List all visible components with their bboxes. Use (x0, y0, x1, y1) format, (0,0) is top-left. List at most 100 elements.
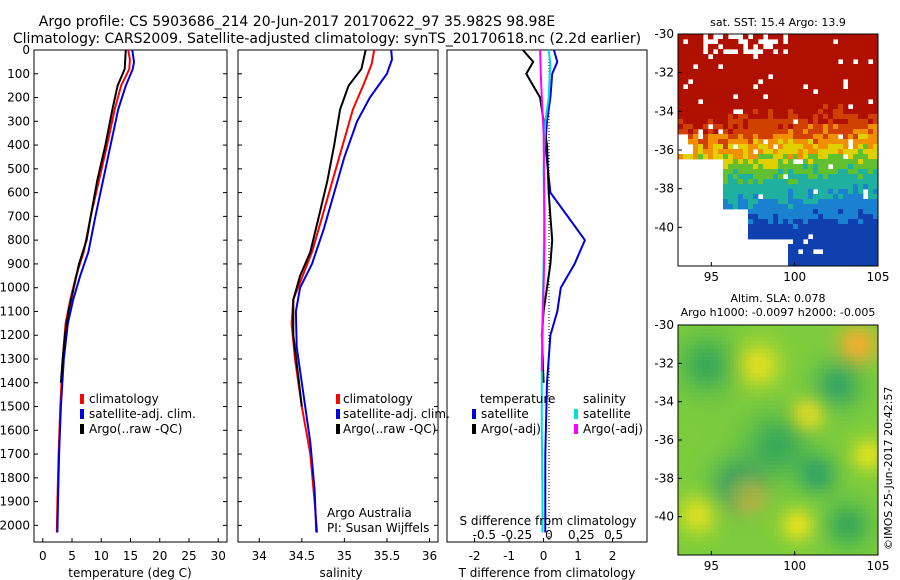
x-tick-label: 15 (123, 549, 138, 563)
series-line-climatology (55, 49, 131, 533)
legend-label: Argo(-adj) (481, 422, 541, 436)
legend-swatch-satellite (80, 409, 84, 419)
map-y-tick-label: -34 (654, 104, 674, 118)
y-tick-label: 500 (7, 162, 30, 176)
x-tick-label: 34.5 (288, 549, 315, 563)
s-tick-label: 0.25 (568, 528, 595, 542)
series-line-argo-raw-qc- (59, 49, 127, 383)
y-tick-label: 2000 (0, 518, 30, 532)
legend-swatch-t-satellite (472, 409, 476, 419)
legend-swatch-argo (80, 424, 84, 434)
x-tick-label: 0 (39, 549, 47, 563)
sst-map-panel: sat. SST: 15.4 Argo: 13.9 95 100 105 -30 -32… (654, 16, 889, 284)
s-tick-label: 0.5 (604, 528, 623, 542)
map-y-tick-label: -34 (654, 395, 674, 409)
legend-swatch-climatology (80, 394, 84, 404)
temperature-panel: 0100200300400500600700800900100011001200… (0, 43, 228, 580)
sla-map-subtitle: Argo h1000: -0.0097 h2000: -0.005 (681, 306, 876, 319)
x-tick-label: 36 (422, 549, 437, 563)
y-tick-label: 1100 (0, 304, 30, 318)
series-line-t-argo-adj- (522, 49, 554, 383)
legend-label: Argo(..raw -QC) (343, 422, 436, 436)
map-y-tick-label: -38 (654, 471, 674, 485)
x-tick-label: 10 (94, 549, 109, 563)
sst-map-title: sat. SST: 15.4 Argo: 13.9 (710, 16, 846, 29)
x-tick-label: 1 (574, 549, 582, 563)
map-x-tick-label: 100 (783, 270, 806, 284)
map-y-tick-label: -40 (654, 510, 674, 524)
x-tick-label: 34 (252, 549, 267, 563)
salinity-xlabel: salinity (319, 566, 362, 580)
y-tick-label: 1700 (0, 447, 30, 461)
s-difference-label: S difference from climatology (460, 514, 637, 528)
legend-label: satellite-adj. clim. (89, 407, 196, 421)
series-line-satellite-adj-clim- (56, 49, 136, 533)
legend-swatch-argo (336, 424, 340, 434)
x-tick-label: -2 (469, 549, 481, 563)
map-x-tick-label: 100 (783, 559, 806, 573)
legend-title-temperature: temperature (480, 392, 555, 406)
x-tick-label: 2 (609, 549, 617, 563)
salinity-legend: climatology satellite-adj. clim. Argo(..… (336, 392, 450, 436)
series-line-argo-raw-qc- (292, 49, 367, 407)
legend-label: satellite (583, 407, 631, 421)
salinity-panel: 34 34.5 35 35.5 36 salinity climatology sate… (237, 49, 450, 580)
legend-swatch-s-argo (574, 424, 578, 434)
s-tick-label: 0 (545, 528, 553, 542)
sla-map-title: Altim. SLA: 0.078 (730, 292, 825, 305)
map-x-tick-label: 95 (704, 270, 719, 284)
map-y-tick-label: -30 (654, 318, 674, 332)
credit-org: Argo Australia (327, 506, 412, 520)
legend-title-salinity: salinity (583, 392, 626, 406)
title-line-2: Climatology: CARS2009. Satellite-adjuste… (13, 31, 641, 47)
legend-swatch-satellite (336, 409, 340, 419)
y-tick-label: 0 (22, 43, 30, 57)
x-tick-label: 25 (181, 549, 196, 563)
title-line-1: Argo profile: CS 5903686_214 20-Jun-2017… (39, 14, 555, 30)
y-tick-label: 800 (7, 233, 30, 247)
y-tick-label: 1800 (0, 471, 30, 485)
map-y-tick-label: -32 (654, 356, 674, 370)
map-y-tick-label: -36 (654, 433, 674, 447)
y-tick-label: 1600 (0, 423, 30, 437)
series-line-climatology (290, 49, 376, 533)
y-tick-label: 1400 (0, 376, 30, 390)
y-tick-label: 1500 (0, 400, 30, 414)
difference-legend: temperature salinity satellite Argo(-adj… (472, 392, 643, 436)
legend-label: satellite-adj. clim. (343, 407, 450, 421)
y-tick-label: 1000 (0, 281, 30, 295)
x-tick-label: 30 (211, 549, 226, 563)
y-tick-label: 1200 (0, 328, 30, 342)
y-tick-label: 100 (7, 67, 30, 81)
y-tick-label: 700 (7, 209, 30, 223)
legend-label: climatology (343, 392, 413, 406)
s-tick-label: -0.5 (473, 528, 496, 542)
y-tick-label: 300 (7, 114, 30, 128)
x-tick-label: 20 (152, 549, 167, 563)
sla-map-panel: Altim. SLA: 0.078 Argo h1000: -0.0097 h2… (654, 292, 889, 573)
difference-panel: -2 -1 0 1 2 -0.5 -0.25 0 0.25 0.5 S difference f… (446, 49, 648, 580)
map-y-tick-label: -32 (654, 66, 674, 80)
map-x-tick-label: 95 (704, 559, 719, 573)
y-tick-label: 200 (7, 91, 30, 105)
x-tick-label: 5 (68, 549, 76, 563)
series-line-t-satellite (544, 49, 587, 533)
credit-pi: PI: Susan Wijffels (327, 521, 429, 535)
legend-label: climatology (89, 392, 159, 406)
series-line-satellite-adj-clim- (294, 49, 394, 533)
y-tick-label: 900 (7, 257, 30, 271)
y-tick-label: 400 (7, 138, 30, 152)
x-tick-label: 35 (337, 549, 352, 563)
map-y-tick-label: -36 (654, 143, 674, 157)
map-y-tick-label: -38 (654, 182, 674, 196)
map-x-tick-label: 105 (867, 559, 890, 573)
map-x-tick-label: 105 (867, 270, 890, 284)
legend-label: Argo(-adj) (583, 422, 643, 436)
map-y-tick-label: -40 (654, 220, 674, 234)
temperature-axes (33, 49, 228, 543)
series-line-s-argo-adj- (539, 49, 546, 371)
salinity-axes (237, 49, 439, 543)
temperature-xlabel: temperature (deg C) (68, 566, 191, 580)
difference-axes (446, 49, 648, 543)
